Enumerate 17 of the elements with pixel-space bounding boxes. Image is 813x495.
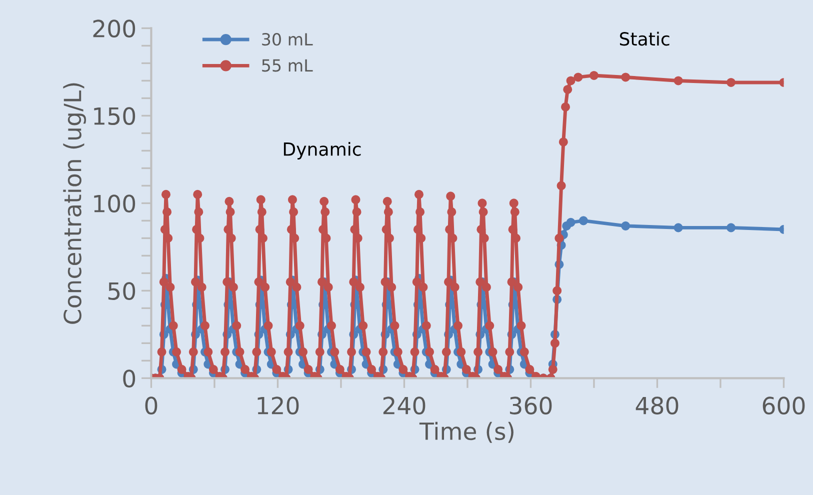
annotation: Static	[620, 32, 670, 46]
x-tick-label: 600	[762, 396, 805, 415]
x-tick-label: 240	[383, 396, 426, 415]
legend-label: 55 mL	[262, 59, 313, 72]
y-tick-label: 100	[94, 194, 136, 213]
x-tick-label: 0	[145, 396, 158, 415]
y-axis-title: Concentration (ug/L)	[63, 83, 86, 324]
y-tick-label: 150	[94, 107, 136, 126]
x-axis-title: Time (s)	[419, 422, 514, 443]
y-tick-label: 0	[123, 370, 136, 388]
legend-label: 30 mL	[262, 33, 313, 46]
annotation: Dynamic	[284, 142, 361, 160]
y-tick-label: 200	[93, 20, 136, 38]
x-tick-label: 360	[510, 396, 552, 415]
y-tick-label: 50	[108, 282, 136, 300]
x-tick-label: 480	[636, 396, 678, 415]
x-tick-label: 120	[258, 396, 299, 415]
